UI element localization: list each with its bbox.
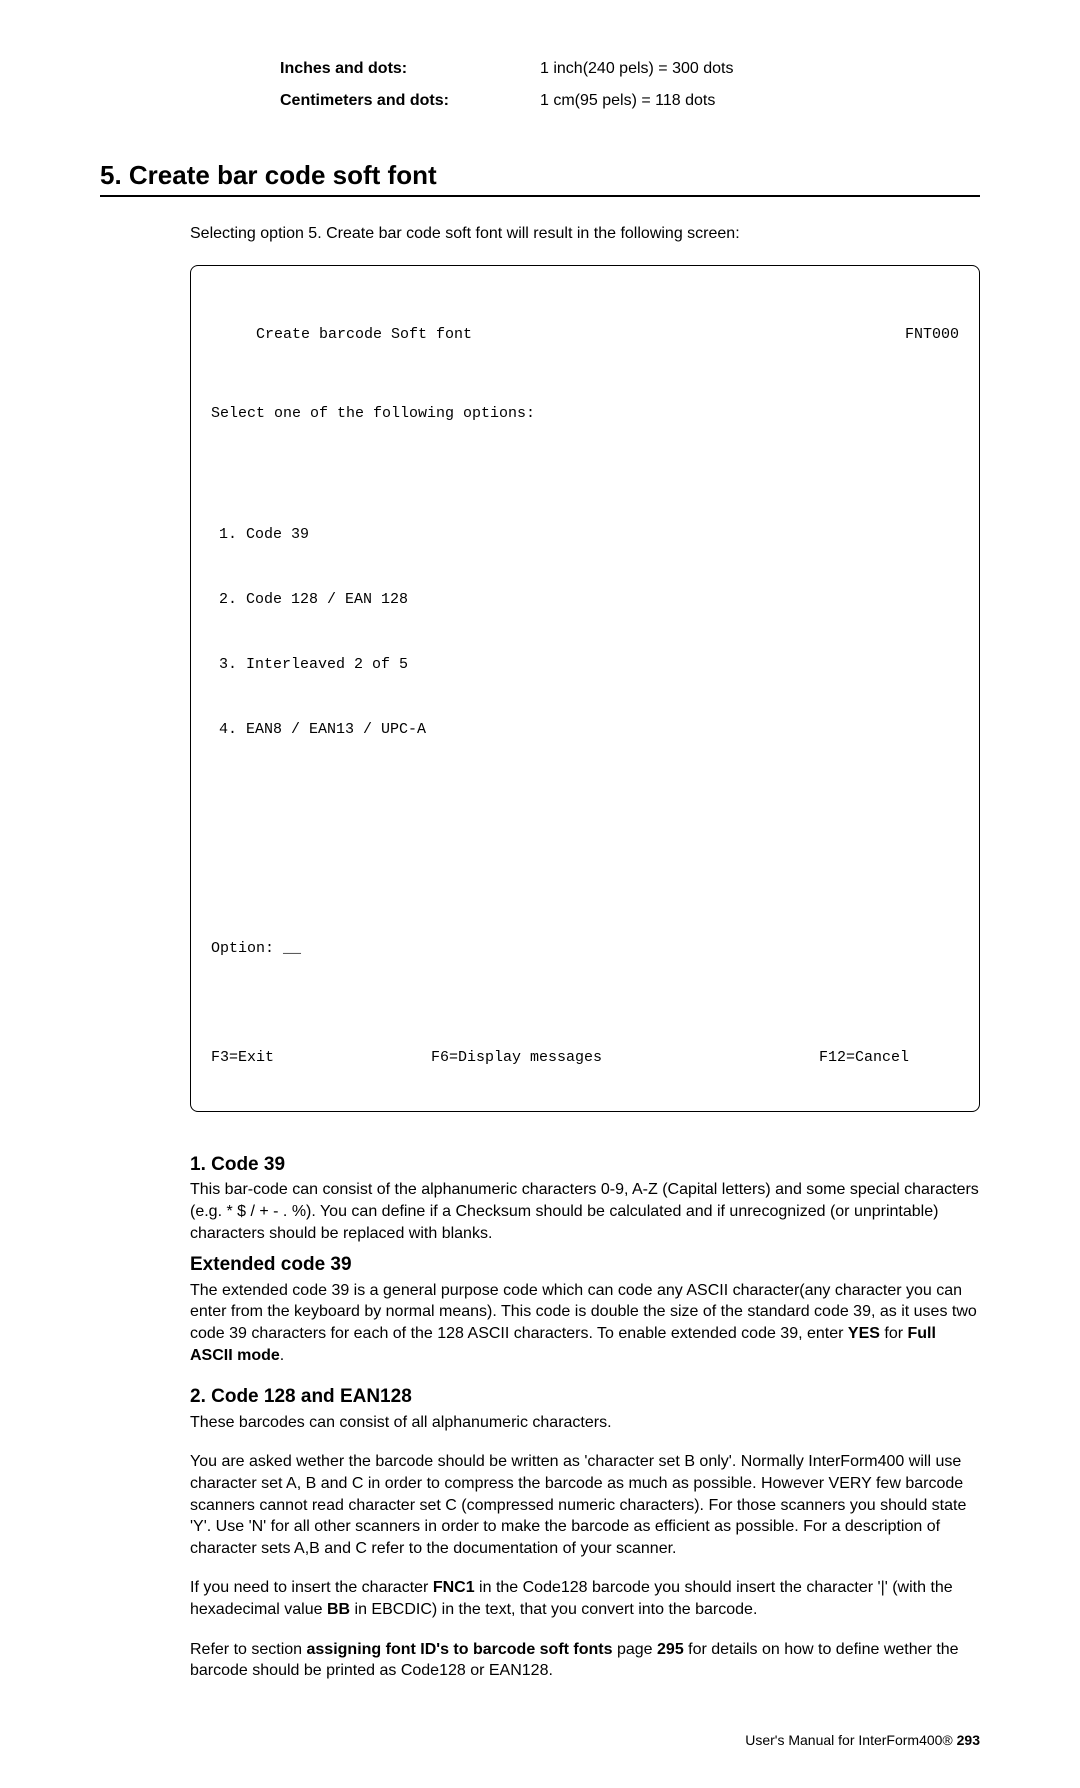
- intro-text: Selecting option 5. Create bar code soft…: [190, 225, 980, 243]
- terminal-title: Create barcode Soft font: [256, 324, 839, 346]
- footer-page: 293: [957, 1732, 980, 1748]
- code128-bb: BB: [327, 1601, 350, 1618]
- code128-p3: If you need to insert the character FNC1…: [190, 1577, 980, 1620]
- terminal-option-3: 3. Interleaved 2 of 5: [219, 654, 959, 676]
- terminal-option-1: 1. Code 39: [219, 524, 959, 546]
- footer-text: User's Manual for InterForm400®: [745, 1732, 956, 1748]
- code39-title: 1. Code 39: [190, 1152, 980, 1178]
- code128-assign: assigning font ID's to barcode soft font…: [307, 1641, 613, 1658]
- ext39-title: Extended code 39: [190, 1252, 980, 1278]
- spec-value-inches: 1 inch(240 pels) = 300 dots: [540, 60, 733, 78]
- spec-label-inches: Inches and dots:: [280, 60, 540, 78]
- terminal-screen: Create barcode Soft font FNT000 Select o…: [190, 265, 980, 1112]
- ext39-yes: YES: [848, 1325, 880, 1342]
- ext39-text-c: .: [280, 1347, 284, 1364]
- terminal-option-prompt: Option: __: [211, 938, 959, 960]
- spec-label-cm: Centimeters and dots:: [280, 92, 540, 110]
- spec-value-cm: 1 cm(95 pels) = 118 dots: [540, 92, 715, 110]
- section-title: 5. Create bar code soft font: [100, 160, 980, 197]
- code128-p4a: Refer to section: [190, 1641, 307, 1658]
- terminal-option-4: 4. EAN8 / EAN13 / UPC-A: [219, 719, 959, 741]
- code128-pg: 295: [657, 1641, 684, 1658]
- code128-p2: You are asked wether the barcode should …: [190, 1451, 980, 1559]
- code128-p3a: If you need to insert the character: [190, 1579, 433, 1596]
- terminal-code: FNT000: [839, 324, 959, 346]
- terminal-f6: F6=Display messages: [431, 1047, 819, 1069]
- terminal-footer: F3=Exit F6=Display messages F12=Cancel: [211, 1047, 959, 1069]
- spec-row-inches: Inches and dots: 1 inch(240 pels) = 300 …: [280, 60, 980, 78]
- page-footer: User's Manual for InterForm400® 293: [100, 1732, 980, 1748]
- code39-para: This bar-code can consist of the alphanu…: [190, 1179, 980, 1244]
- terminal-options: 1. Code 39 2. Code 128 / EAN 128 3. Inte…: [219, 480, 959, 785]
- code128-p4: Refer to section assigning font ID's to …: [190, 1639, 980, 1682]
- ext39-text-b: for: [880, 1325, 908, 1342]
- content-body: 1. Code 39 This bar-code can consist of …: [190, 1152, 980, 1682]
- terminal-option-2: 2. Code 128 / EAN 128: [219, 589, 959, 611]
- terminal-select-line: Select one of the following options:: [211, 403, 959, 425]
- ext39-para: The extended code 39 is a general purpos…: [190, 1280, 980, 1366]
- code128-p4b: page: [613, 1641, 657, 1658]
- spec-row-cm: Centimeters and dots: 1 cm(95 pels) = 11…: [280, 92, 980, 110]
- code128-title: 2. Code 128 and EAN128: [190, 1384, 980, 1410]
- code128-p1: These barcodes can consist of all alphan…: [190, 1412, 980, 1434]
- spec-table: Inches and dots: 1 inch(240 pels) = 300 …: [280, 60, 980, 110]
- terminal-f12: F12=Cancel: [819, 1047, 959, 1069]
- terminal-f3: F3=Exit: [211, 1047, 431, 1069]
- code128-fnc1: FNC1: [433, 1579, 475, 1596]
- code128-p3c: in EBCDIC) in the text, that you convert…: [350, 1601, 757, 1618]
